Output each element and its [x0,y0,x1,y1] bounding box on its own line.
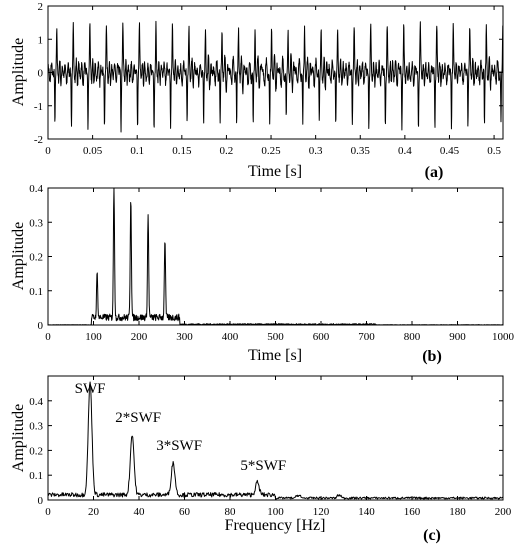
panel-a-x-label: Time [s] [248,163,302,180]
x-tick-label: 0 [45,506,51,518]
y-tick-label: 0.4 [29,183,43,195]
x-tick-label: 600 [313,331,330,343]
x-tick-label: 0.15 [172,145,192,157]
panel-c-y-ticks: 0 0.1 0.2 0.3 0.4 [29,396,503,507]
x-tick-label: 120 [313,506,330,518]
x-tick-label: 0.2 [220,145,234,157]
x-tick-label: 1000 [492,331,515,343]
y-tick-label: 0 [38,495,44,507]
panel-c-spectrum-line [47,381,504,500]
x-tick-label: 180 [449,506,466,518]
x-tick-label: 0.4 [398,145,412,157]
panel-b-y-ticks: 0 0.1 0.2 0.3 0.4 [29,183,503,332]
x-tick-label: 400 [222,331,239,343]
panel-c-annotations: SWF 2*SWF 3*SWF 5*SWF [75,381,287,474]
y-tick-label: 0.1 [29,470,43,482]
x-tick-label: 20 [88,506,100,518]
x-tick-label: 800 [404,331,421,343]
x-tick-label: 60 [179,506,191,518]
panel-c-x-label: Frequency [Hz] [225,517,326,534]
panel-b-x-ticks: 0 100 200 300 400 500 600 700 800 900 1000 [45,188,515,343]
x-tick-label: 100 [267,506,284,518]
panel-b-y-label: Amplitude [10,222,27,290]
x-tick-label: 0.05 [83,145,103,157]
y-tick-label: 0.2 [29,252,43,264]
panel-a-y-label: Amplitude [10,38,27,106]
x-tick-label: 700 [358,331,375,343]
y-tick-label: 0.2 [29,445,43,457]
panel-a-label: (a) [425,164,444,181]
x-tick-label: 0.45 [440,145,460,157]
y-tick-label: 0.4 [29,396,43,408]
x-tick-label: 300 [176,331,193,343]
panel-c-x-ticks: 0 20 40 60 80 100 120 140 160 180 200 [45,376,512,518]
x-tick-label: 0.35 [351,145,371,157]
x-tick-label: 200 [495,506,512,518]
x-tick-label: 0 [45,331,51,343]
x-tick-label: 160 [404,506,421,518]
panel-c: 0 20 40 60 80 100 120 140 160 180 200 0 0.1 0.2 0.3 0.… [10,375,512,544]
panel-a: 0 0.05 0.1 0.15 0.2 0.25 0.3 0.35 0.4 0.45 0.5 -2-… [10,1,504,181]
x-tick-label: 500 [267,331,284,343]
peak-annotation: 3*SWF [156,438,202,454]
y-tick-label: 1 [38,34,44,46]
x-tick-label: 100 [85,331,102,343]
peak-annotation: 2*SWF [115,410,161,426]
x-tick-label: 0.3 [309,145,323,157]
y-tick-label: 0 [38,68,44,80]
peak-annotation: 5*SWF [240,458,286,474]
x-tick-label: 900 [449,331,466,343]
panel-b-spectrum-line [47,187,504,326]
y-tick-label: 0.3 [29,421,43,433]
x-tick-label: 0 [45,145,51,157]
panel-a-x-ticks: 0 0.05 0.1 0.15 0.2 0.25 0.3 0.35 0.4 0.45 0.5 [45,6,501,157]
panel-b-label: (b) [422,348,442,365]
y-tick-label: 0.3 [29,217,43,229]
x-tick-label: 0.25 [261,145,281,157]
x-tick-label: 0.5 [487,145,501,157]
x-tick-label: 200 [131,331,148,343]
panel-a-y-ticks: -2 -1 0 1 2 [34,1,503,146]
panel-b-frame [47,187,504,326]
x-tick-label: 80 [225,506,237,518]
y-tick-label: -2 [34,134,43,146]
y-tick-label: -1 [34,101,43,113]
panel-c-y-label: Amplitude [10,404,27,472]
panel-a-signal-line [47,20,504,133]
y-tick-label: 0.1 [29,286,43,298]
panel-c-frame [47,375,504,501]
y-tick-label: 0 [38,320,44,332]
x-tick-label: 140 [358,506,375,518]
x-tick-label: 40 [134,506,146,518]
peak-annotation: SWF [75,381,106,397]
panel-c-label: (c) [423,527,441,544]
panel-b: 0 100 200 300 400 500 600 700 800 900 1000 0 0.1 0.2… [10,183,515,365]
panel-b-x-label: Time [s] [248,347,302,364]
x-tick-label: 0.1 [130,145,144,157]
y-tick-label: 2 [38,1,44,13]
